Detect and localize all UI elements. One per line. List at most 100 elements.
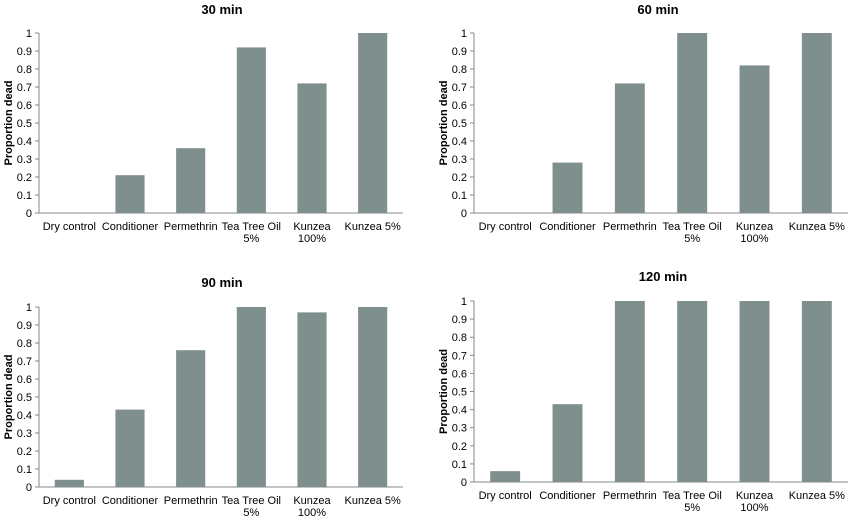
bar-5 [358,307,388,487]
bar-0 [490,471,521,482]
bar-5 [801,33,832,213]
x-category-label: 5% [684,502,700,514]
y-tick-label: 0.1 [17,464,32,476]
y-tick-label: 0 [461,208,467,220]
y-tick-label: 0.5 [452,118,467,130]
x-category-label: Dry control [43,221,96,233]
y-tick-label: 0.4 [17,410,32,422]
chart-panel-0: 30 min Proportion dead 0 0.1 0.2 0.3 0.4 0.5 0.6… [3,2,403,245]
x-category-label: Kunzea [736,221,774,233]
bar-5 [358,33,388,213]
chart-panel-1: 60 min Proportion dead 0 0.1 0.2 0.3 0.4 0.5 0.6… [438,2,848,245]
x-category-label: 100% [298,233,326,245]
y-tick-label: 0 [26,208,32,220]
bar-3 [236,47,266,214]
y-tick-label: 0.2 [17,446,32,458]
bar-4 [739,65,770,214]
bar-2 [614,83,645,214]
y-axis-label: Proportion dead [3,81,15,166]
chart-title: 30 min [201,2,242,17]
x-category-label: Dry control [43,495,96,507]
x-category-label: Dry control [479,490,532,502]
y-tick-label: 0.7 [452,350,467,362]
bar-1 [552,162,583,213]
chart-panel-3: 120 min Proportion dead 0 0.1 0.2 0.3 0.4 0.5 0.… [438,269,848,514]
x-category-label: Permethrin [603,221,657,233]
x-category-label: Conditioner [539,221,596,233]
y-axis-label: Proportion dead [3,355,15,440]
x-category-label: Permethrin [164,495,218,507]
bar-3 [677,33,708,213]
y-tick-label: 0.3 [17,428,32,440]
y-tick-label: 0.5 [452,387,467,399]
y-tick-label: 0.8 [452,332,467,344]
x-category-label: Tea Tree Oil [222,495,281,507]
y-tick-label: 0.2 [452,172,467,184]
x-category-label: Kunzea 5% [345,495,401,507]
bar-4 [297,312,327,487]
y-tick-label: 1 [26,28,32,40]
bar-0 [54,479,84,487]
bar-4 [739,301,770,482]
chart-title: 60 min [637,2,678,17]
y-tick-label: 0.9 [452,46,467,58]
bar-1 [115,409,145,487]
chart-panel-2: 90 min Proportion dead 0 0.1 0.2 0.3 0.4 0.5 0.6… [3,275,403,519]
x-category-label: Kunzea 5% [789,490,845,502]
bar-2 [176,148,206,213]
x-category-label: Conditioner [102,495,159,507]
y-tick-label: 0.3 [452,154,467,166]
y-tick-label: 0.3 [17,154,32,166]
y-axis-label: Proportion dead [438,81,450,166]
y-tick-label: 0 [461,477,467,489]
x-category-label: Kunzea 5% [789,221,845,233]
y-tick-label: 0.1 [17,190,32,202]
y-tick-label: 0.9 [452,314,467,326]
y-tick-label: 0.6 [452,368,467,380]
x-category-label: Tea Tree Oil [663,221,722,233]
chart-title: 90 min [201,275,242,290]
y-tick-label: 0.9 [17,46,32,58]
y-tick-label: 0.7 [17,82,32,94]
x-category-label: Kunzea [293,495,331,507]
y-tick-label: 0.5 [17,392,32,404]
y-tick-label: 0.4 [17,136,32,148]
bar-2 [614,301,645,482]
y-tick-label: 0.4 [452,136,467,148]
y-axis-label: Proportion dead [438,349,450,434]
x-category-label: Dry control [479,221,532,233]
bar-3 [677,301,708,482]
y-tick-label: 0.7 [452,82,467,94]
x-category-label: Tea Tree Oil [663,490,722,502]
y-tick-label: 0.7 [17,356,32,368]
y-tick-label: 0.2 [17,172,32,184]
y-tick-label: 0.4 [452,405,467,417]
x-category-label: 100% [298,507,326,519]
x-category-label: 100% [740,502,768,514]
y-tick-label: 0.9 [17,320,32,332]
x-category-label: 100% [740,233,768,245]
y-tick-label: 0.2 [452,441,467,453]
bar-2 [176,350,206,487]
bar-3 [236,307,266,487]
y-tick-label: 0.6 [452,100,467,112]
x-category-label: 5% [243,233,259,245]
y-tick-label: 1 [461,28,467,40]
x-category-label: Tea Tree Oil [222,221,281,233]
y-tick-label: 0.8 [452,64,467,76]
y-tick-label: 0.5 [17,118,32,130]
x-category-label: Kunzea 5% [345,221,401,233]
x-category-label: 5% [684,233,700,245]
chart-title: 120 min [639,269,687,284]
bar-1 [552,404,583,482]
y-tick-label: 0.6 [17,100,32,112]
y-tick-label: 0 [26,482,32,494]
x-category-label: Permethrin [164,221,218,233]
bar-1 [115,175,145,213]
x-category-label: Conditioner [102,221,159,233]
x-category-label: 5% [243,507,259,519]
x-category-label: Kunzea [293,221,331,233]
y-tick-label: 0.3 [452,423,467,435]
x-category-label: Conditioner [539,490,596,502]
